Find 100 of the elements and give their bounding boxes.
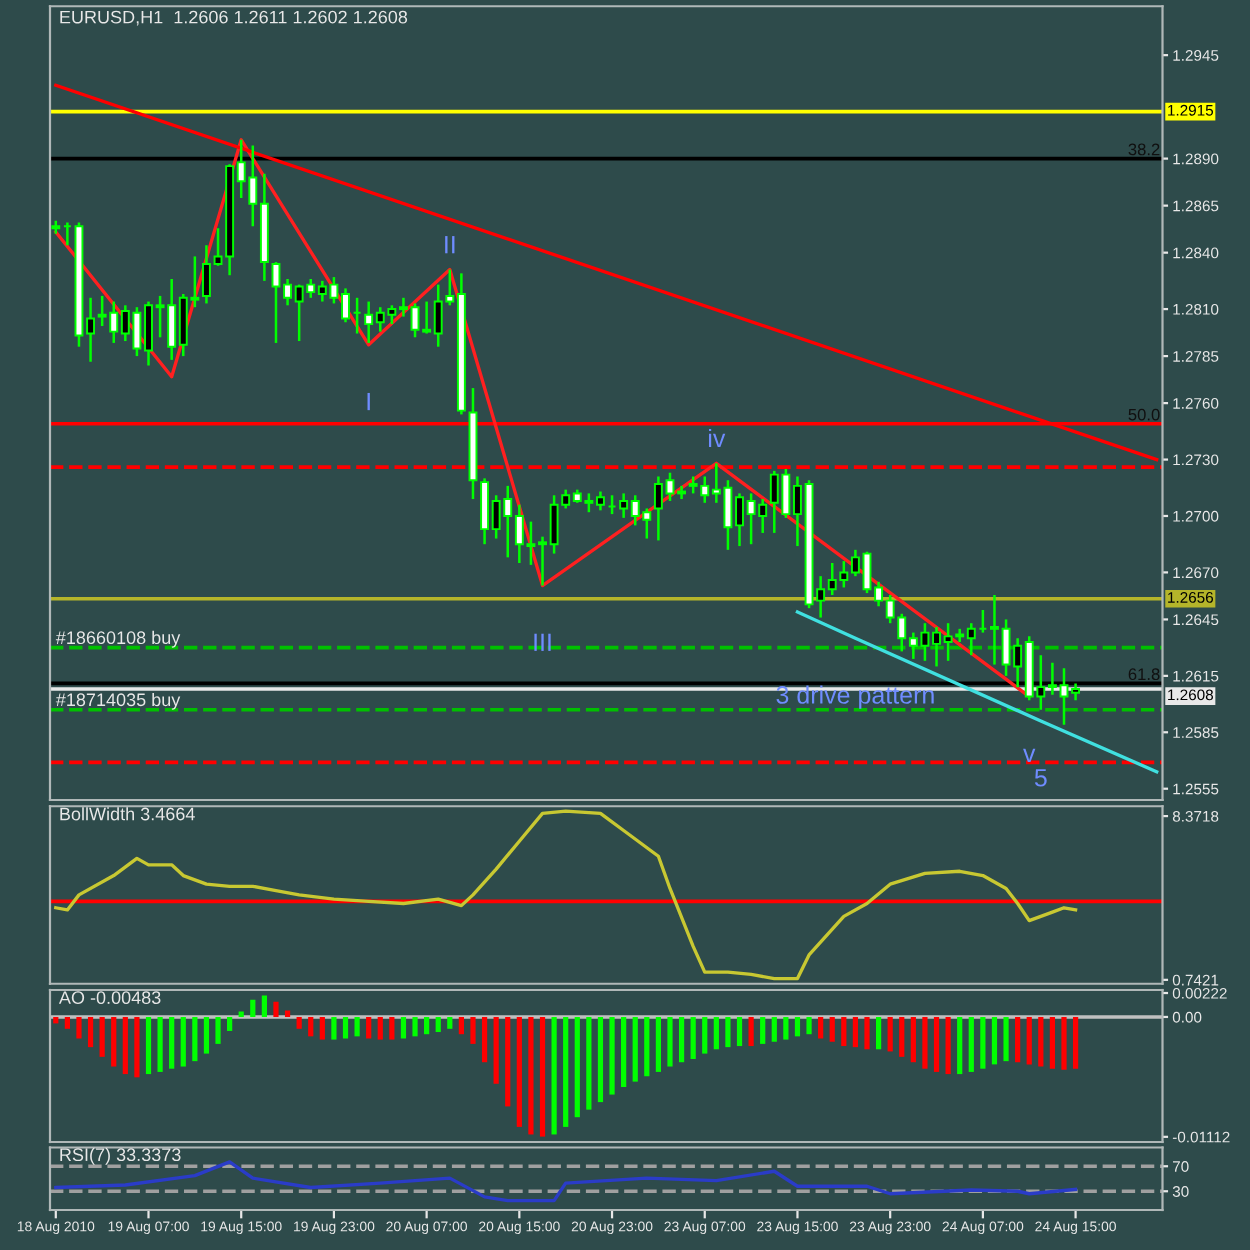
bar (702, 1016, 708, 1054)
bar (922, 1016, 928, 1069)
bar (505, 1016, 511, 1107)
bar (899, 1016, 905, 1057)
bar (87, 1016, 94, 1048)
bar (933, 1016, 940, 1072)
bar (528, 1016, 534, 1135)
bar (644, 1016, 650, 1077)
bar (296, 1016, 302, 1029)
bar (597, 1016, 604, 1103)
bar (169, 1016, 175, 1069)
bar (748, 1016, 754, 1047)
bar (99, 1016, 105, 1057)
annotation: #18714035 buy (55, 692, 181, 710)
bar (470, 1016, 476, 1044)
bar (945, 1016, 951, 1075)
bar (713, 1016, 719, 1050)
bar (493, 1016, 499, 1084)
bar (736, 1016, 743, 1047)
bar (261, 995, 267, 1017)
bar (829, 1016, 835, 1042)
bar (250, 999, 256, 1017)
bar (678, 1016, 685, 1063)
annotation: 61.8 (1128, 668, 1160, 681)
bar (991, 1016, 998, 1065)
bar (760, 1016, 766, 1044)
bar (551, 1016, 557, 1135)
bar (180, 1016, 186, 1067)
bar (968, 1016, 974, 1072)
bar (203, 1016, 210, 1054)
bar (516, 1016, 522, 1127)
bar (76, 1016, 82, 1039)
annotation: 38.2 (1128, 143, 1160, 156)
bar (818, 1016, 824, 1039)
bar (1015, 1016, 1021, 1063)
bar (655, 1016, 662, 1072)
bar (389, 1016, 395, 1040)
bar (435, 1016, 441, 1033)
chart-title: BollWidth 3.4664 (60, 807, 195, 821)
bar (447, 1016, 453, 1029)
bar (794, 1016, 801, 1037)
bar (841, 1016, 847, 1047)
bar (980, 1016, 986, 1069)
bar (875, 1016, 882, 1050)
bar (632, 1016, 638, 1082)
bar (145, 1016, 152, 1075)
bar (192, 1016, 198, 1062)
bar (273, 1001, 279, 1017)
bar (354, 1016, 360, 1037)
chart-title: EURUSD,H1 1.2606 1.2611 1.2602 1.2608 (60, 10, 408, 26)
bar (957, 1016, 963, 1075)
annotation: II (445, 236, 455, 254)
bar (771, 1016, 777, 1042)
bar (400, 1016, 407, 1039)
bar (64, 1016, 70, 1029)
bar (1003, 1016, 1009, 1062)
bar (1038, 1016, 1044, 1067)
bar (667, 1016, 673, 1067)
annotation: III (534, 633, 551, 651)
bar (621, 1016, 627, 1088)
annotation: #18660108 buy (55, 630, 181, 648)
bar (227, 1016, 233, 1031)
bar (331, 1016, 337, 1040)
bar (806, 1016, 812, 1035)
bar (852, 1016, 859, 1048)
bar (308, 1016, 314, 1037)
bar (864, 1016, 870, 1050)
bar (481, 1016, 488, 1063)
bar (342, 1016, 349, 1039)
annotation: iv (708, 428, 726, 448)
line-series (54, 809, 1078, 981)
bar (563, 1016, 569, 1127)
bar (1026, 1016, 1032, 1065)
bar (377, 1016, 383, 1040)
bar (424, 1016, 430, 1035)
bar (609, 1016, 615, 1095)
bar (458, 1016, 464, 1035)
bar (157, 1016, 163, 1072)
chart-title: RSI(7) 33.3373 (60, 1147, 181, 1165)
bar (539, 1016, 546, 1137)
bar (690, 1016, 696, 1059)
annotation: 5 (1034, 769, 1047, 787)
bar (366, 1016, 372, 1039)
bar (586, 1016, 592, 1110)
bar (1061, 1016, 1067, 1070)
bar (111, 1016, 117, 1067)
bar (783, 1016, 789, 1040)
annotation: v (1023, 748, 1036, 762)
bar (319, 1016, 325, 1040)
bar (1049, 1016, 1056, 1069)
bar (412, 1016, 418, 1037)
bar (215, 1016, 221, 1044)
bar (574, 1016, 580, 1118)
chart-title: AO -0.00483 (58, 991, 161, 1005)
bar (284, 1010, 291, 1017)
annotation: I (367, 392, 370, 411)
bar (122, 1016, 128, 1075)
annotation: 50.0 (1128, 408, 1160, 421)
bar (1072, 1016, 1079, 1069)
bar (134, 1016, 140, 1078)
